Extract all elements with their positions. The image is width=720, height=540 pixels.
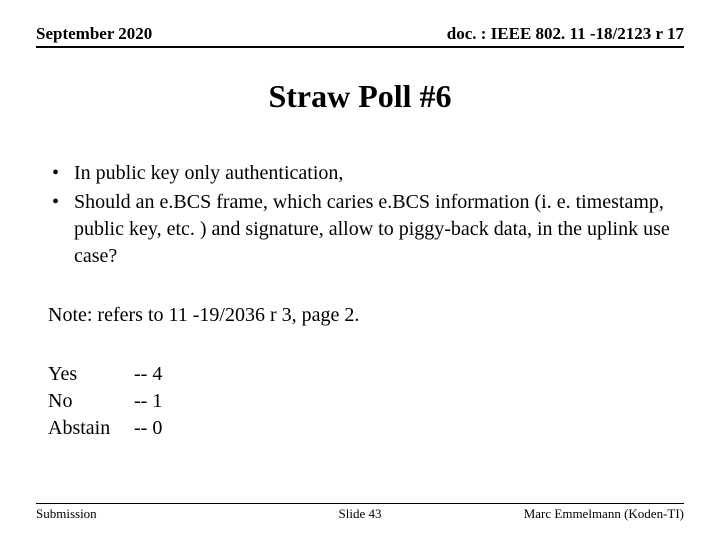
bullet-item: Should an e.BCS frame, which caries e.BC… — [48, 189, 672, 270]
header: September 2020 doc. : IEEE 802. 11 -18/2… — [36, 24, 684, 48]
result-no: No -- 1 — [48, 388, 672, 415]
result-value: -- 1 — [134, 388, 162, 415]
result-label: Yes — [48, 361, 134, 388]
bullet-item: In public key only authentication, — [48, 160, 672, 187]
header-date: September 2020 — [36, 24, 152, 44]
slide-title: Straw Poll #6 — [0, 78, 720, 115]
footer-slide-number: Slide 43 — [0, 504, 720, 522]
bullet-list: In public key only authentication, Shoul… — [48, 160, 672, 270]
poll-results: Yes -- 4 No -- 1 Abstain -- 0 — [48, 361, 672, 442]
slide: September 2020 doc. : IEEE 802. 11 -18/2… — [0, 0, 720, 540]
result-value: -- 4 — [134, 361, 162, 388]
header-doc-number: doc. : IEEE 802. 11 -18/2123 r 17 — [447, 24, 684, 44]
content: In public key only authentication, Shoul… — [48, 160, 672, 442]
result-label: Abstain — [48, 415, 134, 442]
result-yes: Yes -- 4 — [48, 361, 672, 388]
note-text: Note: refers to 11 -19/2036 r 3, page 2. — [48, 302, 672, 329]
result-value: -- 0 — [134, 415, 162, 442]
result-abstain: Abstain -- 0 — [48, 415, 672, 442]
result-label: No — [48, 388, 134, 415]
